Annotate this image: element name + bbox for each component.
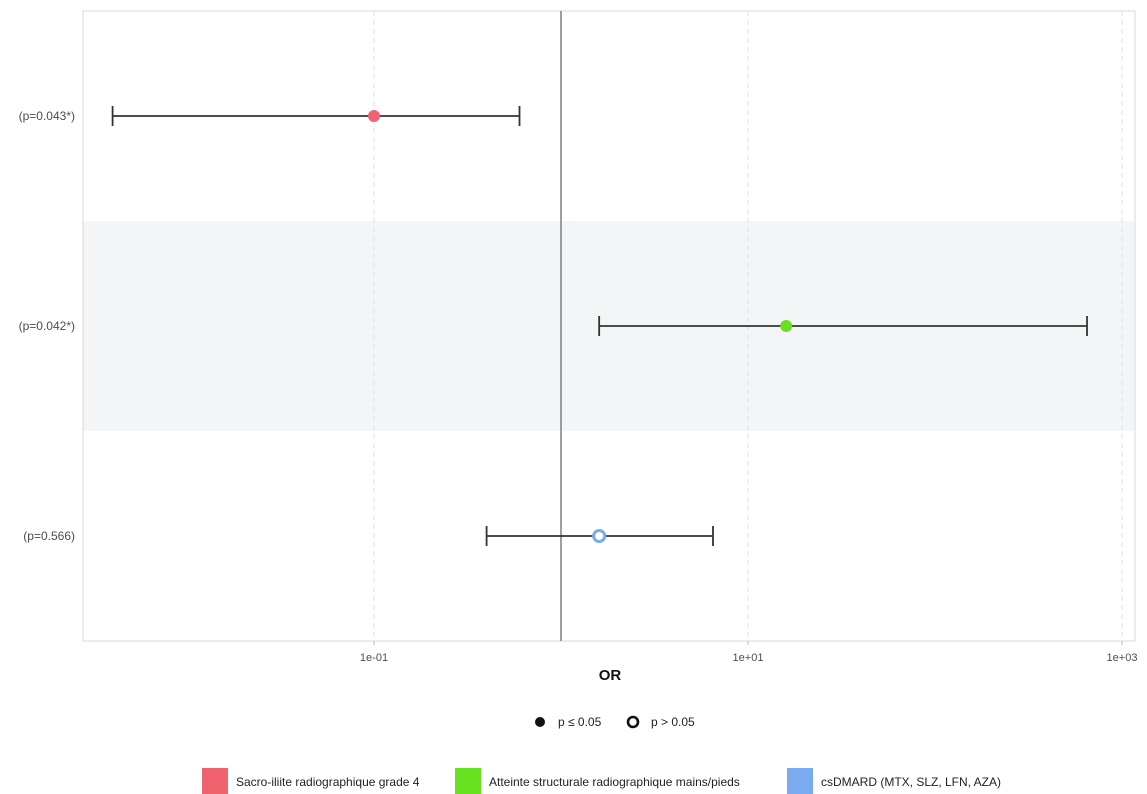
x-tick-label: 1e+03 bbox=[1107, 652, 1138, 664]
legend-color-label: Sacro-iliite radiographique grade 4 bbox=[236, 775, 420, 789]
estimate-point bbox=[780, 320, 793, 332]
row-p-value-label: (p=0.566) bbox=[23, 529, 75, 543]
color-legend: Sacro-iliite radiographique grade 4 Attei… bbox=[202, 768, 1001, 794]
estimate-point bbox=[592, 529, 607, 543]
legend-shape-label: p > 0.05 bbox=[651, 715, 695, 729]
x-axis-title: OR bbox=[599, 667, 622, 684]
x-tick-label: 1e+01 bbox=[733, 652, 764, 664]
confidence-intervals bbox=[111, 106, 1088, 546]
panel-border bbox=[82, 10, 1136, 642]
x-axis-ticks: 1e-01 1e+01 1e+03 bbox=[360, 641, 1138, 664]
legend-open-dot-icon bbox=[626, 715, 640, 729]
row-p-value-label: (p=0.043*) bbox=[19, 109, 75, 123]
estimate-points bbox=[368, 110, 793, 543]
estimate-point bbox=[368, 110, 380, 122]
legend-shape-label: p ≤ 0.05 bbox=[558, 715, 602, 729]
legend-color-swatch bbox=[787, 768, 813, 794]
legend-color-label: csDMARD (MTX, SLZ, LFN, AZA) bbox=[821, 775, 1001, 789]
legend-color-label: Atteinte structurale radiographique main… bbox=[489, 775, 740, 789]
legend-filled-dot-icon bbox=[535, 717, 545, 727]
legend-color-swatch bbox=[202, 768, 228, 794]
shape-legend: p ≤ 0.05 p > 0.05 bbox=[535, 715, 695, 729]
y-axis-labels: (p=0.043*) (p=0.042*) (p=0.566) bbox=[19, 109, 75, 543]
row-p-value-label: (p=0.042*) bbox=[19, 319, 75, 333]
legend-color-swatch bbox=[455, 768, 481, 794]
x-tick-label: 1e-01 bbox=[360, 652, 388, 664]
